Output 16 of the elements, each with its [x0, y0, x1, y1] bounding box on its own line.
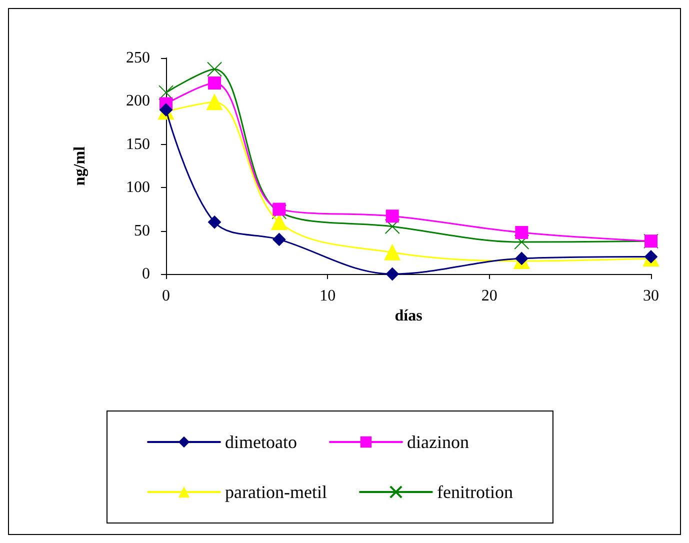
legend-label: paration-metil	[225, 482, 327, 502]
legend-label: diazinon	[406, 432, 469, 452]
y-tick-label: 200	[126, 92, 150, 110]
y-tick-label: 50	[134, 222, 150, 240]
x-tick-label: 10	[320, 288, 336, 304]
x-axis-title: días	[394, 308, 422, 324]
y-tick-label: 100	[126, 179, 150, 196]
y-tick-label: 0	[142, 266, 150, 282]
legend-label: fenitrotion	[436, 482, 513, 502]
x-tick-label: 30	[643, 288, 659, 304]
y-axis-title: ng/ml	[72, 146, 88, 186]
legend-label: dimetoato	[225, 432, 297, 452]
x-tick-label: 20	[481, 288, 498, 304]
x-tick-label: 0	[162, 288, 170, 304]
y-tick-label: 250	[126, 50, 150, 66]
y-tick-label: 150	[126, 136, 150, 153]
